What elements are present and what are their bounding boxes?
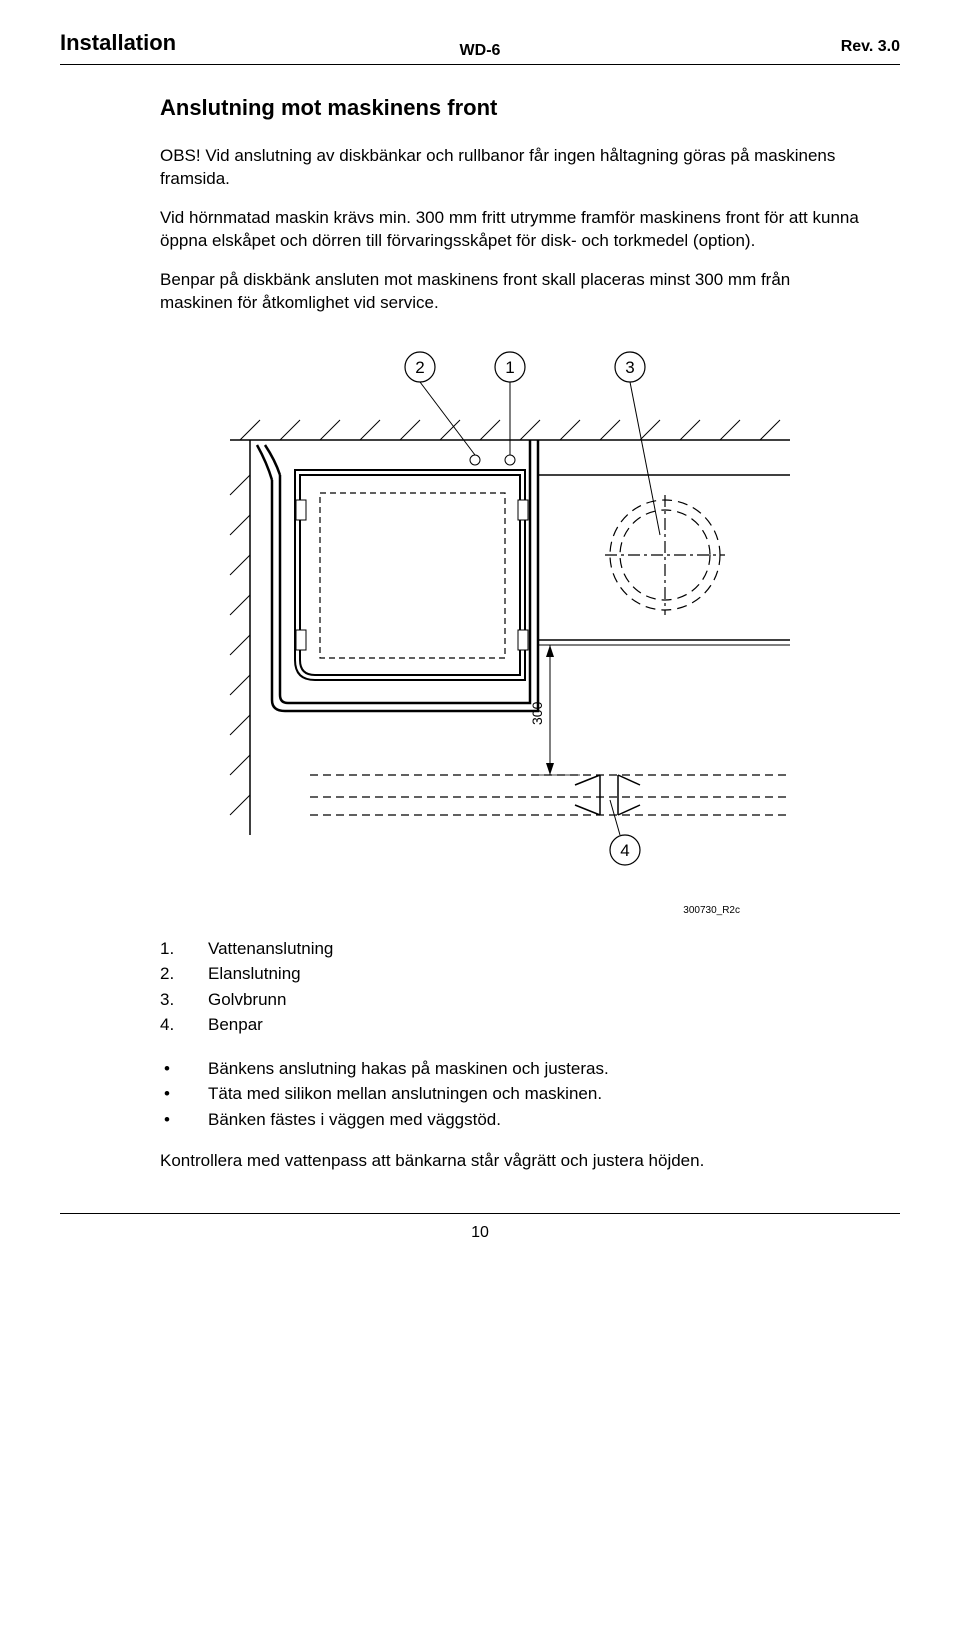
- legend-item: 3. Golvbrunn: [160, 987, 860, 1013]
- bullet-marker: •: [160, 1081, 208, 1107]
- bullet-text: Täta med silikon mellan anslutningen och…: [208, 1081, 602, 1107]
- legend-label: Elanslutning: [208, 961, 301, 987]
- bullet-marker: •: [160, 1107, 208, 1133]
- bullet-item: • Bänkens anslutning hakas på maskinen o…: [160, 1056, 860, 1082]
- legend-num: 3.: [160, 987, 208, 1013]
- paragraph-3: Benpar på diskbänk ansluten mot maskinen…: [160, 269, 860, 315]
- svg-text:1: 1: [505, 358, 514, 377]
- header-rule: [60, 64, 900, 65]
- bullet-text: Bänken fästes i väggen med väggstöd.: [208, 1107, 501, 1133]
- technical-figure: 2 1 3: [160, 345, 860, 885]
- bullet-item: • Bänken fästes i väggen med väggstöd.: [160, 1107, 860, 1133]
- svg-text:300: 300: [529, 701, 545, 725]
- svg-text:4: 4: [620, 841, 629, 860]
- legend-num: 1.: [160, 936, 208, 962]
- header-section: Installation: [60, 30, 176, 56]
- section-title: Anslutning mot maskinens front: [160, 95, 860, 121]
- instruction-bullets: • Bänkens anslutning hakas på maskinen o…: [160, 1056, 860, 1133]
- footer-rule: [60, 1213, 900, 1214]
- bullet-item: • Täta med silikon mellan anslutningen o…: [160, 1081, 860, 1107]
- legend-item: 1. Vattenanslutning: [160, 936, 860, 962]
- bullet-marker: •: [160, 1056, 208, 1082]
- figure-caption: 300730_R2c: [160, 905, 860, 916]
- bullet-text: Bänkens anslutning hakas på maskinen och…: [208, 1056, 609, 1082]
- svg-text:3: 3: [625, 358, 634, 377]
- legend-label: Vattenanslutning: [208, 936, 333, 962]
- paragraph-1: OBS! Vid anslutning av diskbänkar och ru…: [160, 145, 860, 191]
- legend-num: 2.: [160, 961, 208, 987]
- svg-text:2: 2: [415, 358, 424, 377]
- legend-item: 2. Elanslutning: [160, 961, 860, 987]
- closing-paragraph: Kontrollera med vattenpass att bänkarna …: [160, 1150, 860, 1173]
- paragraph-2: Vid hörnmatad maskin krävs min. 300 mm f…: [160, 207, 860, 253]
- page-number: 10: [60, 1224, 900, 1242]
- legend-label: Golvbrunn: [208, 987, 286, 1013]
- header-revision: Rev. 3.0: [841, 38, 900, 56]
- figure-legend: 1. Vattenanslutning 2. Elanslutning 3. G…: [160, 936, 860, 1038]
- legend-num: 4.: [160, 1012, 208, 1038]
- legend-item: 4. Benpar: [160, 1012, 860, 1038]
- legend-label: Benpar: [208, 1012, 263, 1038]
- header-model: WD-6: [460, 42, 501, 60]
